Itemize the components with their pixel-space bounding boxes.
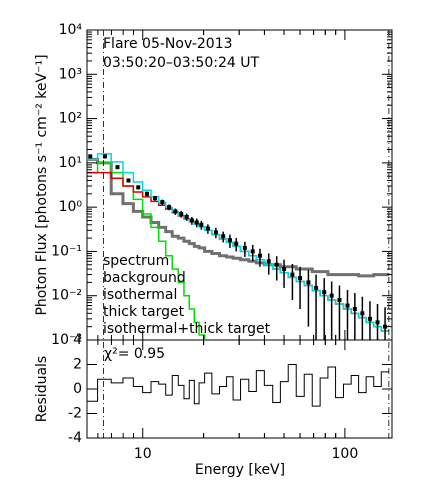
y-tick-label: 10³ bbox=[59, 66, 82, 82]
data-point bbox=[383, 324, 388, 329]
legend-entry: thick target bbox=[103, 304, 185, 320]
model-line bbox=[87, 162, 206, 340]
data-point bbox=[153, 196, 158, 201]
y-tick-label: 10⁻¹ bbox=[51, 243, 82, 259]
y-axis-label: Photon Flux [photons s⁻¹ cm⁻² keV⁻¹] bbox=[34, 54, 50, 315]
data-point bbox=[205, 226, 210, 231]
data-point bbox=[184, 214, 189, 219]
x-axis-label: Energy [keV] bbox=[195, 462, 285, 478]
data-point bbox=[298, 276, 303, 281]
data-point bbox=[337, 298, 342, 303]
data-point bbox=[329, 293, 334, 298]
chart-title: Flare 05-Nov-2013 bbox=[103, 36, 233, 52]
data-point bbox=[179, 212, 184, 217]
data-point bbox=[136, 185, 141, 190]
data-point bbox=[314, 285, 319, 290]
data-point bbox=[160, 200, 165, 205]
residual-tick-label: -2 bbox=[68, 406, 82, 422]
data-point bbox=[250, 249, 255, 254]
data-point bbox=[88, 154, 93, 159]
y-tick-label: 10² bbox=[59, 111, 82, 127]
residual-panel bbox=[87, 364, 389, 407]
data-point bbox=[199, 222, 204, 227]
y-tick-label: 10⁴ bbox=[59, 22, 83, 38]
residual-axis-label: Residuals bbox=[34, 356, 50, 422]
data-point bbox=[189, 218, 194, 223]
data-point bbox=[257, 253, 262, 258]
data-point bbox=[115, 165, 120, 170]
data-point bbox=[282, 267, 287, 272]
x-tick-label: 10 bbox=[134, 446, 152, 462]
data-point bbox=[221, 234, 226, 239]
y-tick-label: 10¹ bbox=[59, 155, 82, 171]
y-tick-label: 10⁻² bbox=[51, 288, 82, 304]
data-point bbox=[173, 209, 178, 214]
x-tick-label: 100 bbox=[332, 446, 359, 462]
data-point bbox=[266, 259, 271, 264]
plot-frame bbox=[86, 29, 393, 439]
data-point bbox=[126, 178, 131, 183]
residual-tick-label: 2 bbox=[73, 357, 82, 373]
data-point bbox=[227, 238, 232, 243]
data-point bbox=[322, 290, 327, 295]
legend-entry: spectrum bbox=[103, 253, 169, 269]
data-point bbox=[167, 205, 172, 210]
data-point bbox=[213, 230, 218, 235]
data-point bbox=[242, 245, 247, 250]
data-point bbox=[194, 220, 199, 225]
legend-entry: isothermal bbox=[103, 287, 177, 303]
y-tick-label: 10⁰ bbox=[59, 199, 83, 215]
data-point bbox=[290, 272, 295, 277]
data-point bbox=[306, 280, 311, 285]
data-point bbox=[375, 320, 380, 325]
residual-tick-label: 0 bbox=[73, 381, 82, 397]
spectrum-panel bbox=[87, 153, 389, 340]
chi2-label: χ²= 0.95 bbox=[104, 346, 165, 362]
data-point bbox=[360, 311, 365, 316]
data-point bbox=[345, 303, 350, 308]
data-point bbox=[352, 307, 357, 312]
legend-entry: background bbox=[103, 270, 186, 286]
chart-subtitle: 03:50:20–03:50:24 UT bbox=[103, 55, 259, 71]
residual-tick-label: -4 bbox=[68, 430, 82, 446]
data-point bbox=[234, 241, 239, 246]
legend-entry: isothermal+thick target bbox=[103, 321, 271, 337]
residual-tick-label: 4 bbox=[73, 332, 82, 348]
residual-line bbox=[87, 364, 389, 407]
data-point bbox=[145, 191, 150, 196]
data-point bbox=[102, 154, 107, 159]
data-point bbox=[274, 262, 279, 267]
data-point bbox=[367, 316, 372, 321]
y-tick-label: 10⁻³ bbox=[51, 332, 82, 348]
